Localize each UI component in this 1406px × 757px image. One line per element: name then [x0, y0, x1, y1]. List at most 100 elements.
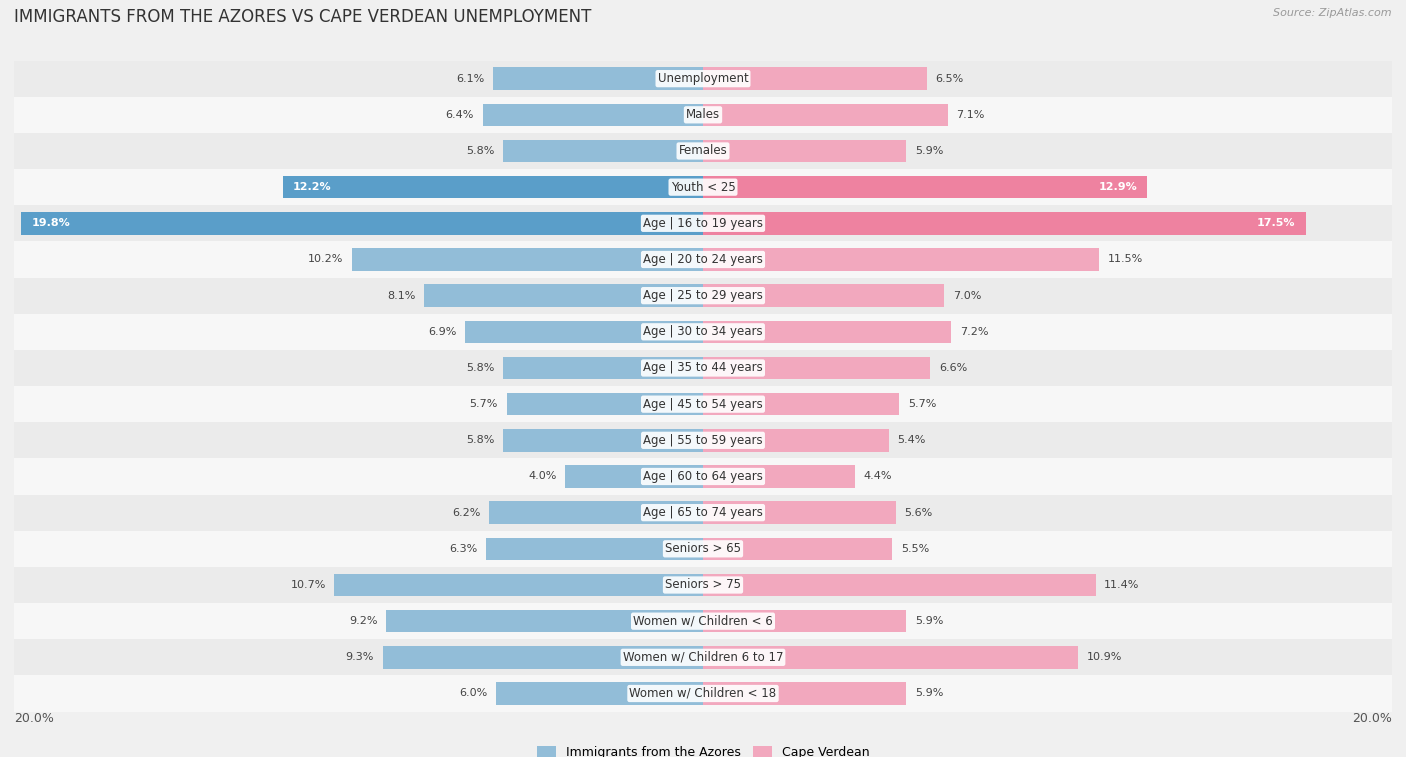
Bar: [703, 501, 896, 524]
Bar: [703, 537, 893, 560]
Bar: [703, 67, 927, 90]
Bar: [703, 176, 1147, 198]
Bar: [503, 140, 703, 162]
Bar: [565, 466, 703, 488]
Text: 5.9%: 5.9%: [915, 146, 943, 156]
Text: Youth < 25: Youth < 25: [671, 181, 735, 194]
Bar: [335, 574, 703, 597]
Text: 5.8%: 5.8%: [467, 146, 495, 156]
Text: 5.8%: 5.8%: [467, 363, 495, 373]
Bar: [425, 285, 703, 307]
Text: 5.5%: 5.5%: [901, 544, 929, 554]
Legend: Immigrants from the Azores, Cape Verdean: Immigrants from the Azores, Cape Verdean: [531, 741, 875, 757]
Text: 5.4%: 5.4%: [897, 435, 927, 445]
Bar: [703, 646, 1078, 668]
Text: 10.2%: 10.2%: [308, 254, 343, 264]
Text: 12.9%: 12.9%: [1098, 182, 1137, 192]
Bar: [503, 357, 703, 379]
Text: 17.5%: 17.5%: [1257, 218, 1295, 229]
Bar: [489, 501, 703, 524]
Bar: [14, 386, 1392, 422]
Text: Age | 55 to 59 years: Age | 55 to 59 years: [643, 434, 763, 447]
Bar: [703, 393, 900, 416]
Bar: [14, 603, 1392, 639]
Bar: [352, 248, 703, 271]
Bar: [14, 639, 1392, 675]
Bar: [703, 321, 950, 343]
Text: Age | 20 to 24 years: Age | 20 to 24 years: [643, 253, 763, 266]
Bar: [703, 429, 889, 451]
Text: 6.6%: 6.6%: [939, 363, 967, 373]
Text: Unemployment: Unemployment: [658, 72, 748, 85]
Text: Age | 25 to 29 years: Age | 25 to 29 years: [643, 289, 763, 302]
Text: 6.1%: 6.1%: [456, 73, 484, 83]
Text: IMMIGRANTS FROM THE AZORES VS CAPE VERDEAN UNEMPLOYMENT: IMMIGRANTS FROM THE AZORES VS CAPE VERDE…: [14, 8, 592, 26]
Bar: [387, 610, 703, 632]
Bar: [703, 140, 907, 162]
Bar: [283, 176, 703, 198]
Text: Age | 35 to 44 years: Age | 35 to 44 years: [643, 362, 763, 375]
Text: 6.2%: 6.2%: [453, 508, 481, 518]
Bar: [703, 104, 948, 126]
Text: Age | 65 to 74 years: Age | 65 to 74 years: [643, 506, 763, 519]
Text: 19.8%: 19.8%: [31, 218, 70, 229]
Bar: [14, 531, 1392, 567]
Bar: [703, 466, 855, 488]
Text: Seniors > 75: Seniors > 75: [665, 578, 741, 591]
Text: 7.0%: 7.0%: [953, 291, 981, 301]
Bar: [382, 646, 703, 668]
Text: Women w/ Children 6 to 17: Women w/ Children 6 to 17: [623, 651, 783, 664]
Bar: [465, 321, 703, 343]
Bar: [14, 313, 1392, 350]
Bar: [703, 212, 1306, 235]
Text: 20.0%: 20.0%: [14, 712, 53, 724]
Text: 20.0%: 20.0%: [1353, 712, 1392, 724]
Bar: [14, 169, 1392, 205]
Bar: [494, 67, 703, 90]
Text: 12.2%: 12.2%: [292, 182, 332, 192]
Bar: [14, 278, 1392, 313]
Bar: [703, 285, 945, 307]
Bar: [486, 537, 703, 560]
Bar: [703, 610, 907, 632]
Text: 7.2%: 7.2%: [960, 327, 988, 337]
Bar: [21, 212, 703, 235]
Text: Women w/ Children < 6: Women w/ Children < 6: [633, 615, 773, 628]
Text: 10.7%: 10.7%: [291, 580, 326, 590]
Bar: [703, 574, 1095, 597]
Text: 4.4%: 4.4%: [863, 472, 891, 481]
Text: 5.7%: 5.7%: [908, 399, 936, 409]
Text: Age | 16 to 19 years: Age | 16 to 19 years: [643, 217, 763, 230]
Bar: [14, 494, 1392, 531]
Text: 6.3%: 6.3%: [449, 544, 478, 554]
Text: Seniors > 65: Seniors > 65: [665, 542, 741, 556]
Bar: [14, 422, 1392, 459]
Bar: [14, 675, 1392, 712]
Text: Males: Males: [686, 108, 720, 121]
Text: 6.9%: 6.9%: [429, 327, 457, 337]
Bar: [703, 357, 931, 379]
Text: 8.1%: 8.1%: [387, 291, 415, 301]
Text: 6.5%: 6.5%: [935, 73, 963, 83]
Bar: [14, 133, 1392, 169]
Bar: [14, 241, 1392, 278]
Bar: [482, 104, 703, 126]
Text: 5.7%: 5.7%: [470, 399, 498, 409]
Text: 6.0%: 6.0%: [460, 689, 488, 699]
Bar: [14, 350, 1392, 386]
Text: 5.9%: 5.9%: [915, 689, 943, 699]
Text: 9.3%: 9.3%: [346, 653, 374, 662]
Text: 9.2%: 9.2%: [349, 616, 377, 626]
Bar: [14, 459, 1392, 494]
Bar: [506, 393, 703, 416]
Bar: [496, 682, 703, 705]
Bar: [14, 61, 1392, 97]
Bar: [703, 682, 907, 705]
Text: Age | 60 to 64 years: Age | 60 to 64 years: [643, 470, 763, 483]
Text: 7.1%: 7.1%: [956, 110, 984, 120]
Text: Females: Females: [679, 145, 727, 157]
Text: Women w/ Children < 18: Women w/ Children < 18: [630, 687, 776, 700]
Text: 10.9%: 10.9%: [1087, 653, 1122, 662]
Bar: [703, 248, 1099, 271]
Bar: [14, 97, 1392, 133]
